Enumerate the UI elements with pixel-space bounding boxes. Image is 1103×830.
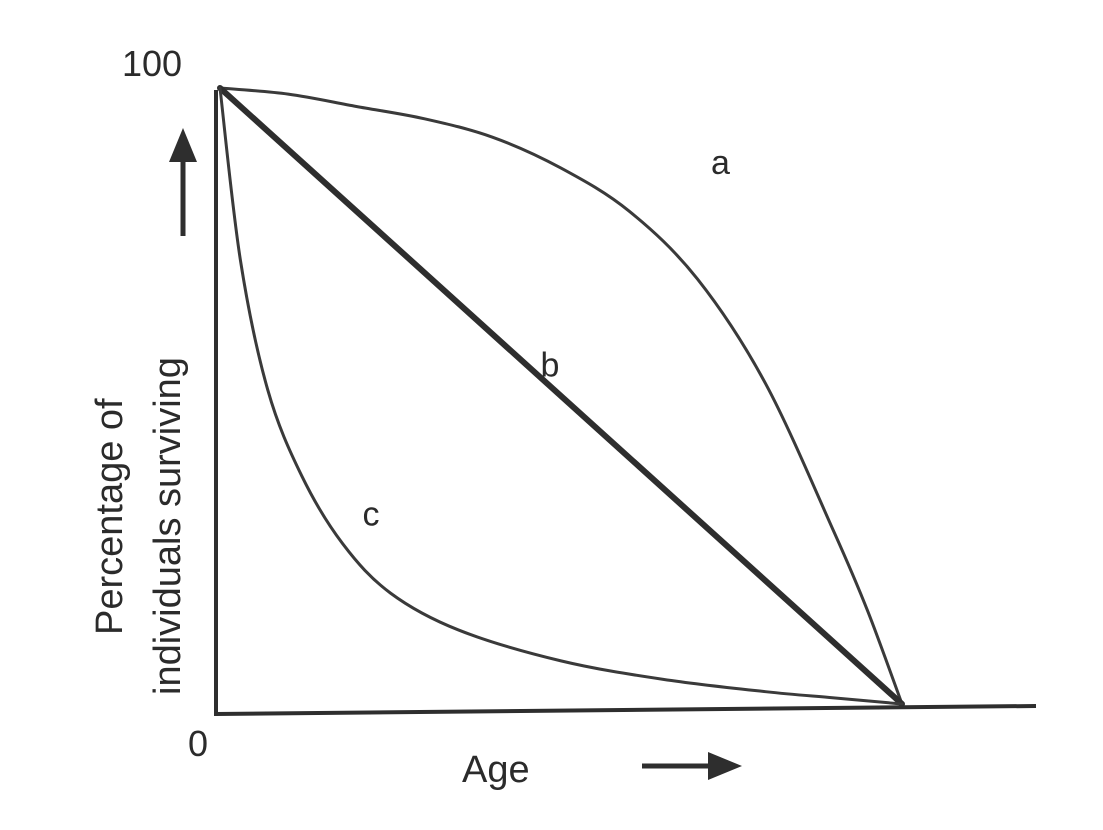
- x-axis: [215, 704, 1037, 716]
- series-a-line: [218, 86, 904, 706]
- series-b-line: [217, 85, 905, 707]
- series-a-label: a: [711, 144, 730, 182]
- y-axis-title-line2: individuals surviving: [147, 357, 189, 695]
- series-c-label: c: [363, 495, 380, 533]
- x-axis-title: Age: [462, 749, 530, 791]
- y-tick-label-0: 0: [188, 723, 208, 764]
- plot-area: a b c: [217, 85, 905, 707]
- y-axis-arrow: [169, 128, 197, 236]
- x-axis-arrow: [642, 752, 742, 780]
- y-axis-title: Percentage of individuals surviving: [89, 357, 189, 695]
- y-axis-title-line1: Percentage of: [89, 398, 131, 635]
- y-tick-label-100: 100: [122, 43, 182, 84]
- series-b-label: b: [541, 347, 560, 385]
- series-c-line: [218, 86, 904, 706]
